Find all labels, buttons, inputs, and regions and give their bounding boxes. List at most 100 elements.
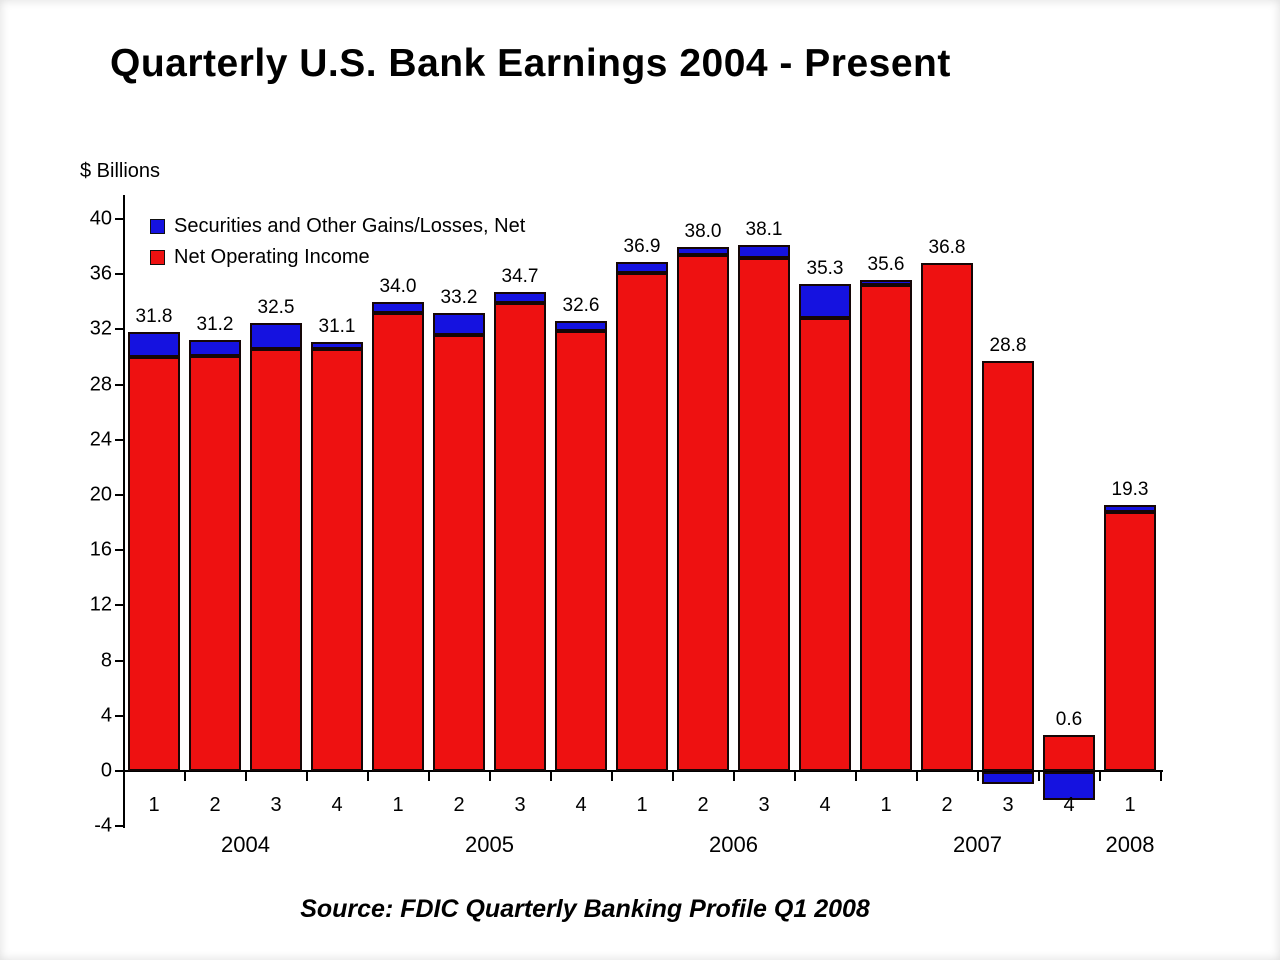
legend-label-net-operating-income: Net Operating Income <box>174 246 370 268</box>
y-tick-label: 16 <box>89 538 112 561</box>
bar-segment-securities-gains <box>189 340 241 356</box>
bar-segment-net-operating-income <box>128 357 180 771</box>
bar-segment-securities-gains <box>555 321 607 331</box>
y-tick-label: 24 <box>89 428 112 451</box>
x-year-label: 2005 <box>465 832 514 857</box>
bar-segment-net-operating-income <box>616 272 668 771</box>
x-tick-mark <box>184 772 186 781</box>
y-tick-mark <box>115 659 123 662</box>
x-tick-mark <box>1160 772 1162 781</box>
bar-segment-net-operating-income <box>433 334 485 771</box>
bar-segment-net-operating-income <box>677 254 729 771</box>
bar-segment-net-operating-income <box>250 348 302 771</box>
bar-segment-net-operating-income <box>1104 511 1156 771</box>
x-quarter-label: 4 <box>819 794 831 816</box>
x-tick-mark <box>489 772 491 781</box>
bar-segment-net-operating-income <box>921 263 973 771</box>
y-tick-label: 32 <box>89 317 112 340</box>
bar-segment-net-operating-income <box>799 318 851 771</box>
bar-value-label: 31.2 <box>196 314 234 336</box>
bar-segment-net-operating-income <box>311 348 363 771</box>
bar-segment-net-operating-income <box>860 285 912 771</box>
x-quarter-label: 3 <box>514 794 526 816</box>
x-tick-mark <box>733 772 735 781</box>
legend-swatch-blue-icon <box>150 219 165 234</box>
x-tick-mark <box>1038 772 1040 781</box>
bar-value-label: 32.5 <box>257 296 295 318</box>
bar-segment-net-operating-income <box>372 312 424 771</box>
bar-segment-securities-gains <box>250 322 302 349</box>
y-tick-label: 0 <box>100 759 112 782</box>
bar-segment-securities-gains <box>372 301 424 313</box>
x-tick-mark <box>306 772 308 781</box>
x-year-label: 2004 <box>221 832 270 857</box>
bar-value-label: 19.3 <box>1111 478 1149 500</box>
legend-item-securities: Securities and Other Gains/Losses, Net <box>150 211 525 242</box>
source-text: Source: FDIC Quarterly Banking Profile Q… <box>300 895 870 923</box>
bar-value-label: 34.0 <box>379 275 417 297</box>
y-tick-mark <box>115 604 123 607</box>
bar-segment-net-operating-income <box>494 303 546 771</box>
y-tick-label: 20 <box>89 483 112 506</box>
x-year-label: 2006 <box>709 832 758 857</box>
bar-value-label: 36.8 <box>928 237 966 259</box>
bar-value-label: 35.3 <box>806 257 844 279</box>
y-tick-mark <box>115 328 123 331</box>
y-axis-line <box>123 195 125 829</box>
y-tick-mark <box>115 825 123 828</box>
x-quarter-label: 3 <box>270 794 282 816</box>
y-tick-mark <box>115 383 123 386</box>
bar-segment-securities-gains <box>616 261 668 273</box>
x-year-label: 2008 <box>1105 832 1155 857</box>
x-tick-mark <box>1099 772 1101 781</box>
y-tick-label: 36 <box>89 262 112 285</box>
x-axis-zero-line <box>123 770 1163 772</box>
bar-segment-securities-gains <box>433 312 485 335</box>
x-tick-mark <box>794 772 796 781</box>
bar-segment-net-operating-income <box>1043 735 1095 771</box>
x-tick-mark <box>367 772 369 781</box>
y-tick-label: 28 <box>89 373 112 396</box>
y-tick-mark <box>115 494 123 496</box>
bar-segment-securities-gains <box>494 292 546 304</box>
page-title: Quarterly U.S. Bank Earnings 2004 - Pres… <box>110 42 951 85</box>
y-tick-mark <box>115 549 123 552</box>
x-quarter-label: 4 <box>575 794 587 816</box>
x-quarter-label: 4 <box>1063 794 1075 816</box>
bar-segment-net-operating-income <box>982 361 1034 771</box>
bar-segment-securities-gains <box>128 332 180 357</box>
y-tick-label: 12 <box>89 593 112 616</box>
x-tick-mark <box>672 772 674 781</box>
y-tick-mark <box>115 218 123 220</box>
x-quarter-label: 1 <box>1124 794 1136 816</box>
bar-value-label: 35.6 <box>867 253 905 275</box>
y-tick-label: -4 <box>94 814 112 837</box>
bar-segment-securities-gains <box>860 279 912 286</box>
legend-label-securities: Securities and Other Gains/Losses, Net <box>174 215 526 237</box>
x-quarter-label: 1 <box>392 794 404 816</box>
x-quarter-label: 2 <box>209 794 221 816</box>
x-quarter-label: 1 <box>148 794 160 816</box>
bar-value-label: 34.7 <box>501 266 539 288</box>
bar-value-label: 31.1 <box>318 315 356 337</box>
x-tick-mark <box>977 772 979 781</box>
bar-segment-securities-gains <box>738 245 790 258</box>
bar-segment-securities-gains <box>311 341 363 349</box>
y-axis-title: $ Billions <box>80 160 161 182</box>
x-tick-mark <box>245 772 247 781</box>
y-tick-mark <box>115 273 123 276</box>
bar-segment-securities-gains <box>799 283 851 319</box>
bar-value-label: 38.0 <box>684 220 722 242</box>
bar-value-label: 31.8 <box>135 306 173 328</box>
bar-segment-net-operating-income <box>555 330 607 771</box>
x-quarter-label: 3 <box>1002 794 1014 816</box>
x-year-label: 2007 <box>953 832 1002 857</box>
legend-item-net-operating-income: Net Operating Income <box>150 242 525 273</box>
chart-legend: Securities and Other Gains/Losses, Net N… <box>150 211 525 273</box>
x-quarter-label: 2 <box>453 794 465 816</box>
x-quarter-label: 3 <box>758 794 770 816</box>
bar-segment-securities-gains <box>1104 504 1156 512</box>
bar-segment-net-operating-income <box>189 355 241 771</box>
x-tick-mark <box>611 772 613 781</box>
